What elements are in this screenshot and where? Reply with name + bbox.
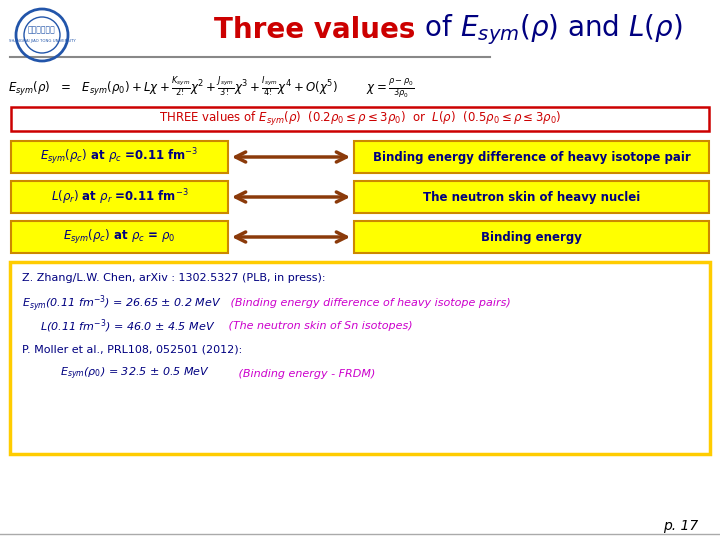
FancyBboxPatch shape xyxy=(11,181,228,213)
Text: $\mathit{E}_{sym}(\rho)$   =   $\mathit{E}_{sym}(\rho_0) + L\chi + \frac{K_{sym}: $\mathit{E}_{sym}(\rho)$ = $\mathit{E}_{… xyxy=(8,75,415,102)
Text: p. 17: p. 17 xyxy=(662,519,698,533)
FancyBboxPatch shape xyxy=(10,262,710,454)
FancyBboxPatch shape xyxy=(354,221,709,253)
Text: THREE values of $\mathit{E}_{sym}(\rho)$  $(0.2\rho_0 \leq \rho \leq 3\rho_0)$  : THREE values of $\mathit{E}_{sym}(\rho)$… xyxy=(159,110,561,128)
Text: SHANGHAI JIAO TONG UNIVERSITY: SHANGHAI JIAO TONG UNIVERSITY xyxy=(9,39,76,43)
FancyBboxPatch shape xyxy=(354,181,709,213)
Text: $L(\rho_r)$ at $\rho_r$ =0.11 fm$^{-3}$: $L(\rho_r)$ at $\rho_r$ =0.11 fm$^{-3}$ xyxy=(50,187,189,207)
Text: (Binding energy - FRDM): (Binding energy - FRDM) xyxy=(235,369,375,379)
Text: $E_{sym}(\rho_c)$ at $\rho_c$ =0.11 fm$^{-3}$: $E_{sym}(\rho_c)$ at $\rho_c$ =0.11 fm$^… xyxy=(40,147,199,167)
Text: $\mathit{E}_{sym}$($\rho_0$) = 32.5 ± 0.5 MeV: $\mathit{E}_{sym}$($\rho_0$) = 32.5 ± 0.… xyxy=(60,366,210,382)
Text: $\mathit{L}$(0.11 fm$^{-3}$) = 46.0 ± 4.5 MeV: $\mathit{L}$(0.11 fm$^{-3}$) = 46.0 ± 4.… xyxy=(40,317,215,335)
Text: of $\mathit{E}_{sym}(\rho)$ and $\mathit{L}(\rho)$: of $\mathit{E}_{sym}(\rho)$ and $\mathit… xyxy=(416,13,683,48)
Text: Z. Zhang/L.W. Chen, arXiv : 1302.5327 (PLB, in press):: Z. Zhang/L.W. Chen, arXiv : 1302.5327 (P… xyxy=(22,273,325,283)
Text: Three values: Three values xyxy=(214,16,415,44)
FancyBboxPatch shape xyxy=(11,141,228,173)
Text: $E_{sym}(\rho_c)$ at $\rho_c$ = $\rho_0$: $E_{sym}(\rho_c)$ at $\rho_c$ = $\rho_0$ xyxy=(63,228,176,246)
FancyBboxPatch shape xyxy=(11,221,228,253)
Text: (Binding energy difference of heavy isotope pairs): (Binding energy difference of heavy isot… xyxy=(227,298,510,308)
Text: P. Moller et al., PRL108, 052501 (2012):: P. Moller et al., PRL108, 052501 (2012): xyxy=(22,344,242,354)
Text: Binding energy difference of heavy isotope pair: Binding energy difference of heavy isoto… xyxy=(373,151,690,164)
Text: 上海交通大学: 上海交通大学 xyxy=(28,25,56,35)
Text: (The neutron skin of Sn isotopes): (The neutron skin of Sn isotopes) xyxy=(225,321,413,331)
FancyBboxPatch shape xyxy=(11,107,709,131)
Text: The neutron skin of heavy nuclei: The neutron skin of heavy nuclei xyxy=(423,191,640,204)
Text: Binding energy: Binding energy xyxy=(481,231,582,244)
FancyBboxPatch shape xyxy=(354,141,709,173)
Text: $\mathit{E}_{sym}$(0.11 fm$^{-3}$) = 26.65 ± 0.2 MeV: $\mathit{E}_{sym}$(0.11 fm$^{-3}$) = 26.… xyxy=(22,293,222,314)
